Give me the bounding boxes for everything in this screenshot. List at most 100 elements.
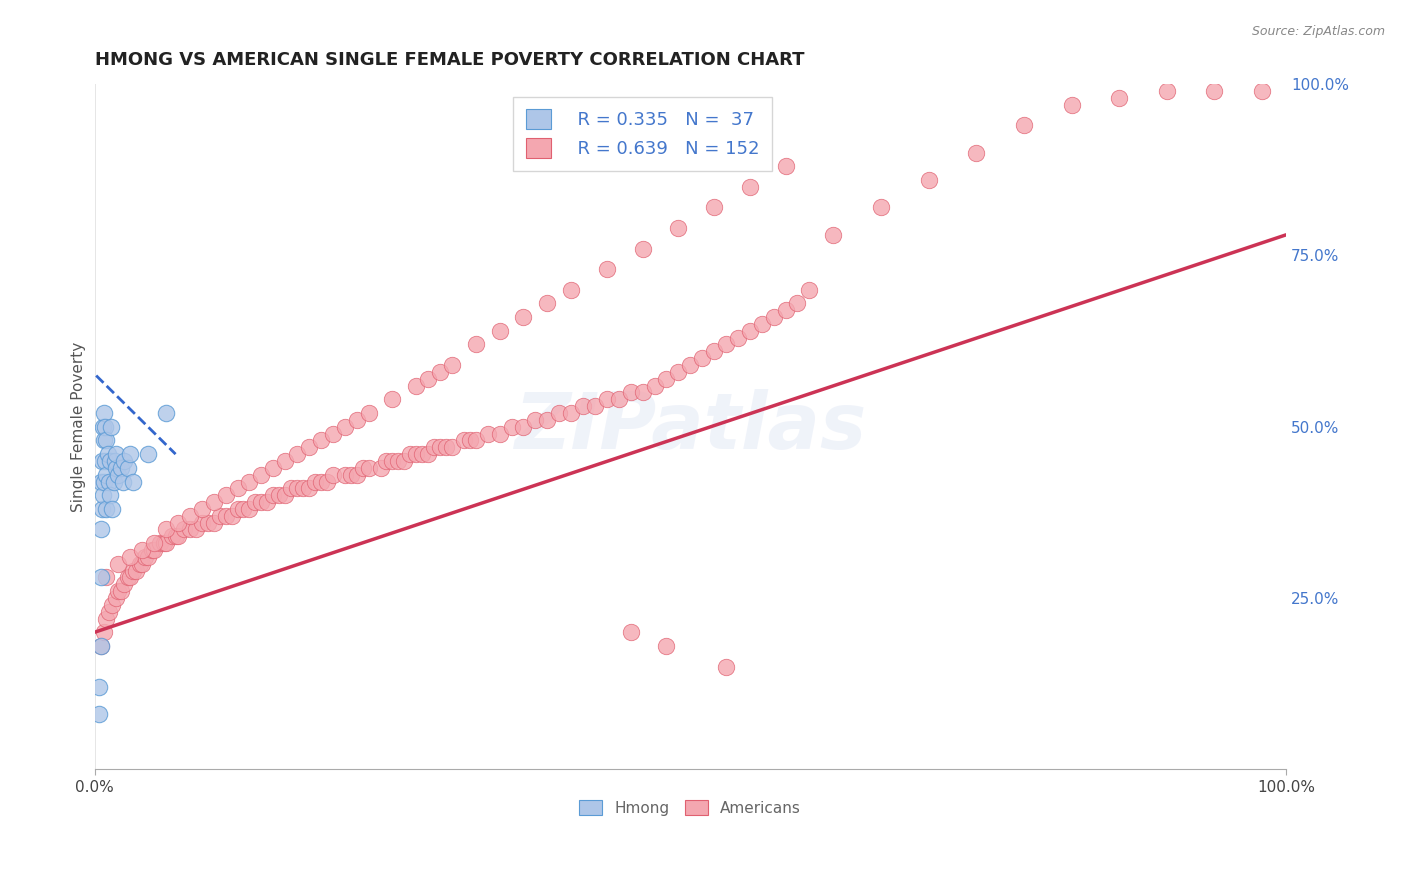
Point [117, 460, 139, 475]
Text: Source: ZipAtlas.com: Source: ZipAtlas.com [1251, 25, 1385, 38]
Point [666, 221, 689, 235]
Point [226, 502, 249, 516]
Point [399, 447, 422, 461]
Point [90, 523, 112, 537]
Point [298, 440, 321, 454]
Point [285, 482, 308, 496]
Point [128, 557, 150, 571]
Point [1012, 118, 1035, 132]
Point [322, 467, 344, 482]
Point [112, 454, 135, 468]
Point [96, 611, 118, 625]
Point [381, 392, 404, 407]
Point [751, 317, 773, 331]
Y-axis label: Single Female Poverty: Single Female Poverty [72, 342, 86, 512]
Point [411, 447, 433, 461]
Point [160, 529, 183, 543]
Point [121, 475, 143, 489]
Point [304, 475, 326, 489]
Point [423, 440, 446, 454]
Point [125, 564, 148, 578]
Point [167, 529, 190, 543]
Point [346, 467, 368, 482]
Point [93, 475, 115, 489]
Point [357, 460, 380, 475]
Point [655, 372, 678, 386]
Text: HMONG VS AMERICAN SINGLE FEMALE POVERTY CORRELATION CHART: HMONG VS AMERICAN SINGLE FEMALE POVERTY … [94, 51, 804, 69]
Point [105, 460, 128, 475]
Point [89, 707, 111, 722]
Point [96, 467, 118, 482]
Legend: Hmong, Americans: Hmong, Americans [572, 792, 808, 823]
Point [90, 639, 112, 653]
Point [221, 508, 243, 523]
Point [1156, 84, 1178, 98]
Point [96, 570, 118, 584]
Point [583, 399, 606, 413]
Point [165, 529, 187, 543]
Point [226, 482, 249, 496]
Point [1204, 84, 1226, 98]
Point [596, 262, 619, 277]
Point [405, 447, 427, 461]
Point [596, 392, 619, 407]
Point [93, 625, 115, 640]
Point [548, 406, 571, 420]
Point [103, 475, 125, 489]
Point [110, 460, 132, 475]
Point [104, 454, 127, 468]
Point [208, 508, 231, 523]
Point [333, 467, 356, 482]
Point [1108, 91, 1130, 105]
Point [250, 467, 273, 482]
Point [738, 324, 761, 338]
Point [1251, 84, 1274, 98]
Point [90, 570, 112, 584]
Point [357, 406, 380, 420]
Point [90, 475, 112, 489]
Point [434, 440, 457, 454]
Point [512, 419, 534, 434]
Point [136, 447, 159, 461]
Point [179, 508, 201, 523]
Point [184, 523, 207, 537]
Point [98, 488, 121, 502]
Point [679, 358, 702, 372]
Point [173, 523, 195, 537]
Point [464, 337, 486, 351]
Point [631, 242, 654, 256]
Point [381, 454, 404, 468]
Point [280, 482, 302, 496]
Point [232, 502, 254, 516]
Point [620, 625, 643, 640]
Point [97, 605, 120, 619]
Point [477, 426, 499, 441]
Point [238, 502, 260, 516]
Point [870, 201, 893, 215]
Point [91, 488, 114, 502]
Point [179, 523, 201, 537]
Point [93, 406, 115, 420]
Point [120, 549, 142, 564]
Point [965, 145, 987, 160]
Point [152, 536, 174, 550]
Point [97, 447, 120, 461]
Point [703, 344, 725, 359]
Point [298, 482, 321, 496]
Point [429, 365, 451, 379]
Point [120, 447, 142, 461]
Point [90, 502, 112, 516]
Point [90, 454, 112, 468]
Point [429, 440, 451, 454]
Point [524, 413, 547, 427]
Point [91, 419, 114, 434]
Point [714, 337, 737, 351]
Point [339, 467, 361, 482]
Point [727, 331, 749, 345]
Point [105, 591, 128, 605]
Point [512, 310, 534, 324]
Point [738, 180, 761, 194]
Point [269, 488, 291, 502]
Point [191, 516, 214, 530]
Point [107, 584, 129, 599]
